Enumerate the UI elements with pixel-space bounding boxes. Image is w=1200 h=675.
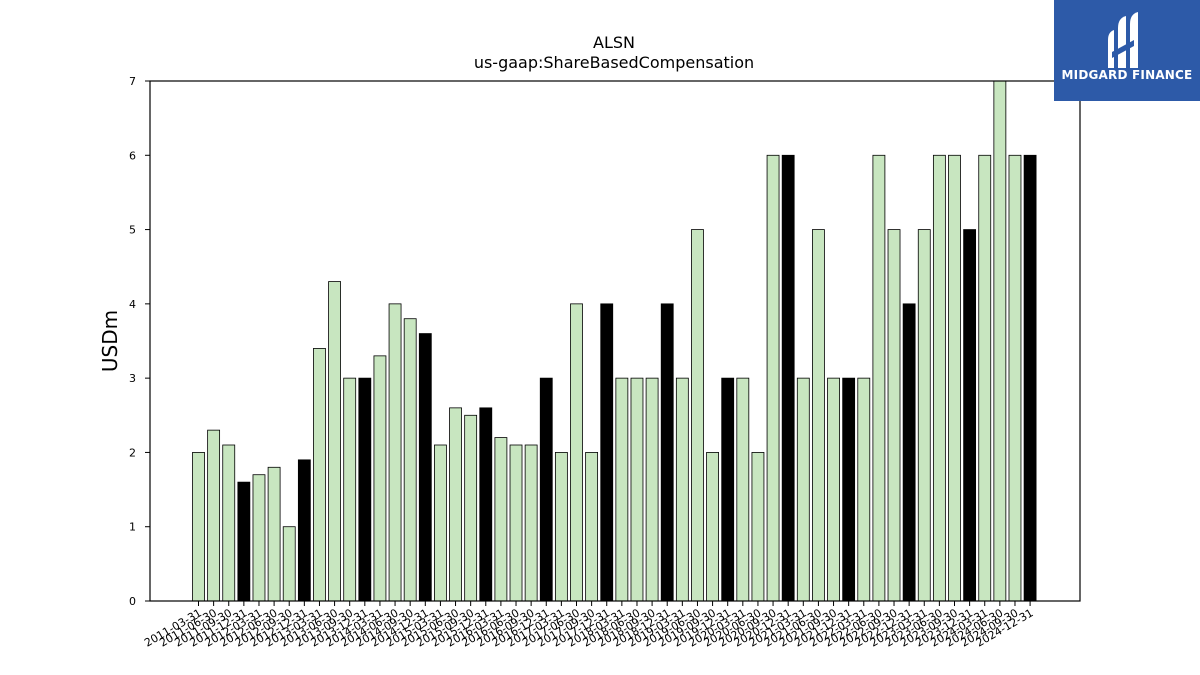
bar: [781, 154, 795, 602]
bar: [600, 303, 614, 602]
bar: [237, 481, 251, 602]
bar: [434, 444, 447, 602]
bar: [1023, 154, 1037, 602]
bar: [509, 444, 523, 602]
bar: [252, 474, 266, 602]
bar: [993, 80, 1007, 602]
y-tick-label: 2: [129, 446, 136, 459]
bar: [207, 429, 221, 602]
bar: [570, 303, 583, 602]
bar: [479, 407, 493, 602]
bar: [917, 229, 931, 602]
x-axis-ticks: 2011-03-312011-06-302011-09-302011-12-31…: [142, 601, 1036, 650]
bar: [282, 526, 296, 602]
y-tick-label: 4: [129, 298, 136, 311]
bar: [328, 281, 341, 602]
bar: [721, 377, 735, 602]
bar: [388, 303, 402, 602]
bar: [766, 154, 780, 602]
bar: [796, 377, 810, 602]
logo-text: MIDGARD FINANCE: [1061, 68, 1193, 82]
bar: [524, 444, 538, 602]
bar: [554, 452, 568, 602]
bar: [872, 154, 886, 602]
bar: [192, 452, 205, 602]
bar: [857, 377, 871, 602]
bar: [267, 466, 281, 602]
bar: [932, 154, 946, 602]
y-tick-label: 0: [129, 595, 136, 608]
bar: [222, 444, 236, 602]
logo-mark-icon: [1108, 12, 1138, 68]
brand-logo: MIDGARD FINANCE: [1054, 0, 1200, 101]
chart-subtitle: us-gaap:ShareBasedCompensation: [474, 53, 754, 72]
bar: [706, 452, 719, 602]
bar: [887, 229, 901, 602]
bar: [691, 229, 704, 602]
bar: [842, 377, 856, 602]
y-tick-label: 6: [129, 149, 136, 162]
y-tick-label: 7: [129, 75, 136, 88]
bar: [630, 377, 644, 602]
bar: [418, 333, 432, 602]
y-axis-ticks: 0 1 2 3 4 5 6 7: [129, 75, 150, 608]
bar: [373, 355, 387, 602]
bar: [358, 377, 372, 602]
y-tick-label: 5: [129, 224, 136, 237]
bars-group: [192, 80, 1037, 602]
bar: [1008, 154, 1022, 602]
bar: [963, 229, 977, 602]
bar: [313, 348, 326, 602]
bar: [660, 303, 674, 602]
bar: [343, 377, 357, 602]
bar: [827, 377, 840, 602]
bar: [902, 303, 916, 602]
bar: [585, 452, 599, 602]
bar: [297, 459, 311, 602]
chart-title: ALSN: [593, 33, 635, 52]
bar: [539, 377, 553, 602]
bar: [978, 154, 992, 602]
plot-frame: [149, 80, 1081, 602]
bar: [948, 154, 961, 602]
bar: [449, 407, 462, 602]
bar: [464, 414, 478, 602]
bar: [751, 452, 765, 602]
bar: [736, 377, 750, 602]
bar: [615, 377, 629, 602]
y-axis-label: USDm: [98, 310, 122, 372]
y-tick-label: 1: [129, 521, 136, 534]
bar: [675, 377, 689, 602]
y-tick-label: 3: [129, 372, 136, 385]
bar: [403, 318, 417, 602]
bar: [812, 229, 825, 602]
bar: [494, 437, 508, 602]
bar: [645, 377, 659, 602]
